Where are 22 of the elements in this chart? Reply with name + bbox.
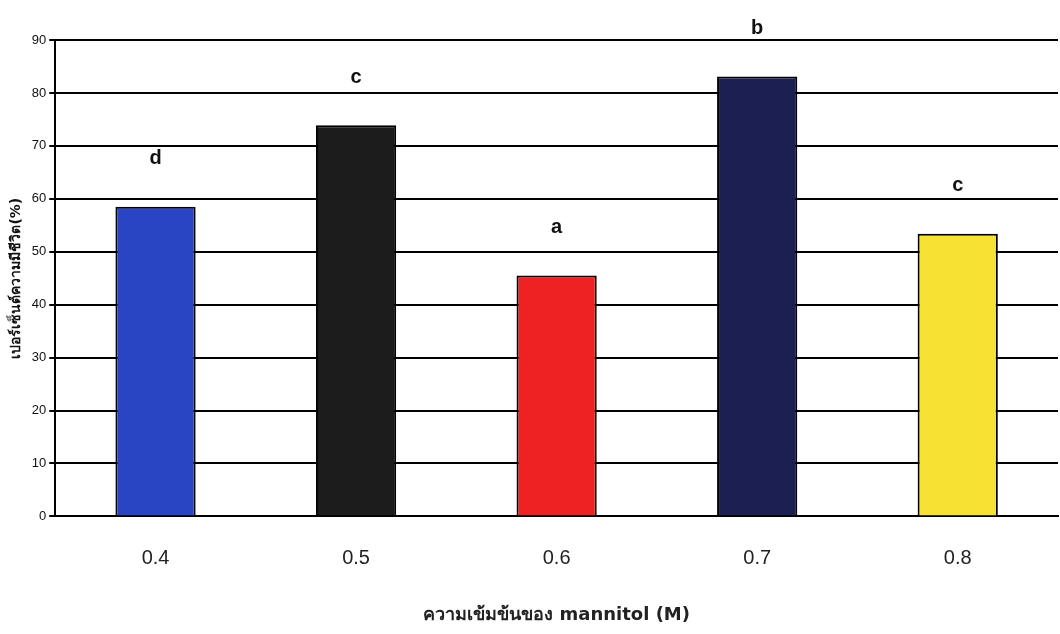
y-tick-label: 0 [39, 507, 47, 523]
annotation: b [751, 16, 764, 39]
y-tick-label: 40 [31, 296, 47, 312]
y-tick-label: 30 [31, 349, 47, 365]
y-tick-label: 20 [31, 402, 47, 418]
x-tick-label: 0.8 [943, 545, 972, 568]
annotation: c [350, 64, 362, 87]
y-tick-label: 50 [31, 243, 47, 259]
y-tick-label: 60 [31, 190, 47, 206]
y-axis-title: เปอร์เซ็นต์ความมีชีวิต(%) [6, 197, 24, 359]
x-tick-label: 0.4 [141, 545, 170, 568]
y-tick-label: 80 [31, 84, 47, 100]
x-tick-label: 0.6 [542, 545, 571, 568]
y-tick-label: 90 [31, 31, 47, 47]
x-tick-label: 0.7 [743, 545, 772, 568]
annotation: a [551, 215, 564, 238]
x-axis-title: ความเข้มข้นของ mannitol (M) [423, 602, 691, 624]
x-tick-label: 0.5 [342, 545, 370, 568]
annotation: c [952, 173, 964, 196]
y-tick-label: 10 [31, 455, 47, 471]
y-tick-label: 70 [31, 137, 47, 153]
annotation: d [149, 146, 162, 169]
